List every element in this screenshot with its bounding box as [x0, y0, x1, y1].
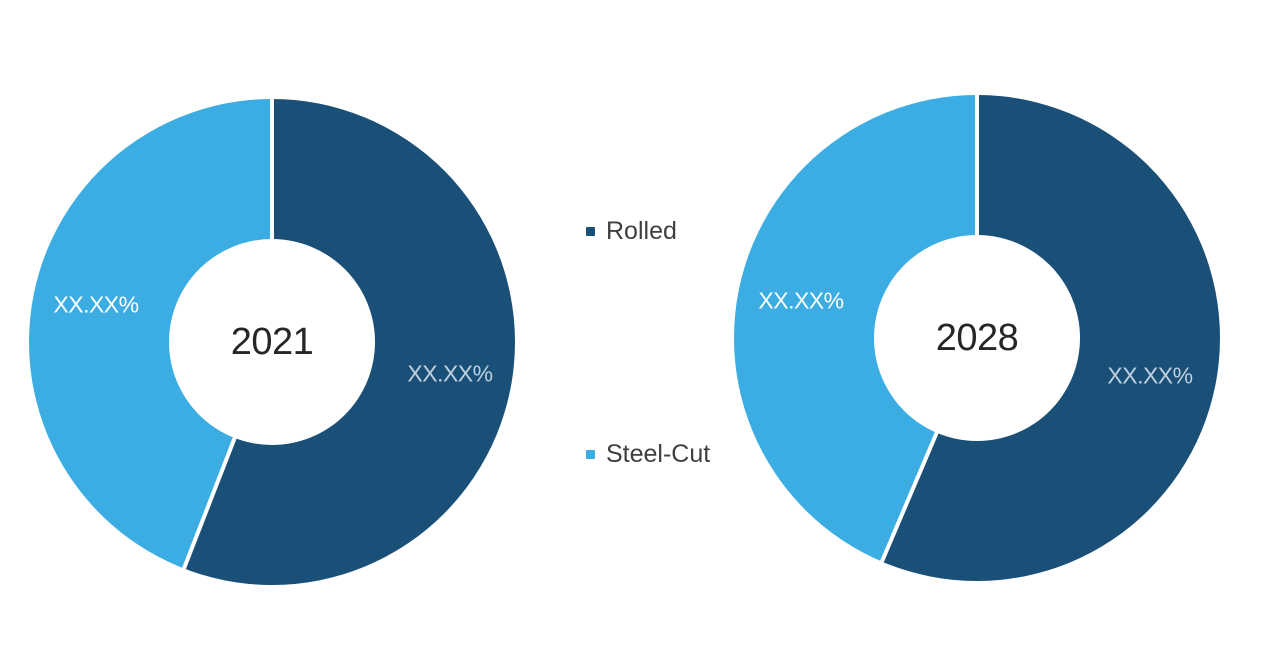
- center-year-label: 2028: [935, 316, 1019, 359]
- donut-chart-2021: 2021 XX.XX% XX.XX%: [29, 99, 515, 585]
- slice-divider-top: [270, 99, 274, 342]
- steel-cut-legend-swatch-icon: [586, 450, 595, 459]
- steel-cut-slice-label: XX.XX%: [53, 291, 139, 318]
- legend-item-steel-cut: Steel-Cut: [586, 439, 710, 469]
- center-year-label: 2021: [230, 320, 314, 363]
- legend-item-rolled: Rolled: [586, 216, 677, 246]
- legend-label-rolled: Rolled: [606, 217, 677, 245]
- steel-cut-slice-label: XX.XX%: [758, 287, 844, 314]
- donut-hole: 2028: [874, 235, 1080, 441]
- legend-label-steel-cut: Steel-Cut: [606, 440, 711, 468]
- slice-divider-top: [975, 95, 979, 338]
- rolled-slice-label: XX.XX%: [1107, 362, 1193, 389]
- donut-ring-2021: 2021: [29, 99, 515, 585]
- donut-ring-2028: 2028: [734, 95, 1220, 581]
- donut-chart-2028: 2028 XX.XX% XX.XX%: [734, 95, 1220, 581]
- rolled-legend-swatch-icon: [586, 227, 595, 236]
- donut-hole: 2021: [169, 239, 375, 445]
- rolled-slice-label: XX.XX%: [407, 360, 493, 387]
